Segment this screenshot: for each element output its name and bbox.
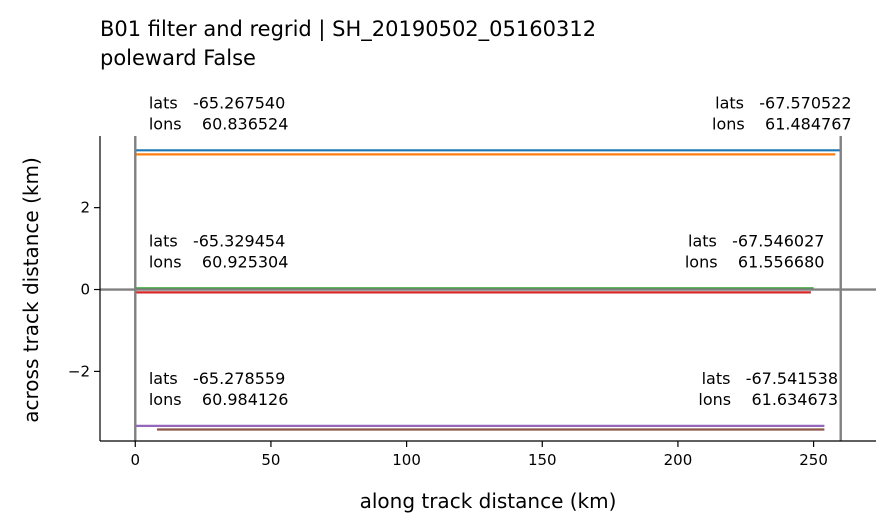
x-ticks: 0 50 100 150 200 250 bbox=[130, 441, 828, 469]
x-tick-label: 0 bbox=[130, 451, 140, 469]
x-tick-label: 150 bbox=[528, 451, 557, 469]
x-axis-label: along track distance (km) bbox=[360, 489, 617, 513]
annotation-lats-text: lats -65.329454 bbox=[149, 231, 285, 250]
x-tick-label: 250 bbox=[799, 451, 828, 469]
y-tick-label: −2 bbox=[68, 362, 90, 380]
annotation-lats-text: lats -67.546027 bbox=[688, 231, 824, 250]
annotation-lats-text: lats -65.278559 bbox=[149, 369, 285, 388]
coordinate-annotation-2: lats -67.570522 lons 61.484767 bbox=[712, 93, 852, 133]
plot-area: lats -65.267540 lons 60.836524 lats -67.57… bbox=[100, 93, 876, 441]
annotation-lats-text: lats -67.541538 bbox=[702, 369, 838, 388]
y-axis-label: across track distance (km) bbox=[19, 157, 43, 423]
annotation-lons-text: lons 60.984126 bbox=[149, 390, 289, 409]
coordinate-annotation-6: lats -67.541538 lons 61.634673 bbox=[698, 369, 838, 409]
x-tick-label: 50 bbox=[261, 451, 280, 469]
annotation-lons-text: lons 61.556680 bbox=[685, 252, 825, 271]
coordinate-annotation-4: lats -67.546027 lons 61.556680 bbox=[685, 231, 825, 271]
coordinate-annotation-5: lats -65.278559 lons 60.984126 bbox=[149, 369, 289, 409]
chart-title-line-2: poleward False bbox=[100, 46, 256, 70]
annotation-lons-text: lons 60.925304 bbox=[149, 252, 289, 271]
y-tick-label: 2 bbox=[80, 199, 90, 217]
annotation-lats-text: lats -65.267540 bbox=[149, 93, 285, 112]
annotation-lats-text: lats -67.570522 bbox=[715, 93, 851, 112]
chart-title-line-1: B01 filter and regrid | SH_20190502_0516… bbox=[100, 17, 596, 42]
x-tick-label: 200 bbox=[664, 451, 693, 469]
x-tick-label: 100 bbox=[392, 451, 421, 469]
coordinate-annotation-3: lats -65.329454 lons 60.925304 bbox=[149, 231, 289, 271]
coordinate-annotation-1: lats -65.267540 lons 60.836524 bbox=[149, 93, 289, 133]
y-tick-label: 0 bbox=[80, 281, 90, 299]
y-ticks: −2 0 2 bbox=[68, 199, 100, 380]
annotation-lons-text: lons 60.836524 bbox=[149, 114, 289, 133]
annotation-lons-text: lons 61.634673 bbox=[698, 390, 838, 409]
annotation-lons-text: lons 61.484767 bbox=[712, 114, 852, 133]
